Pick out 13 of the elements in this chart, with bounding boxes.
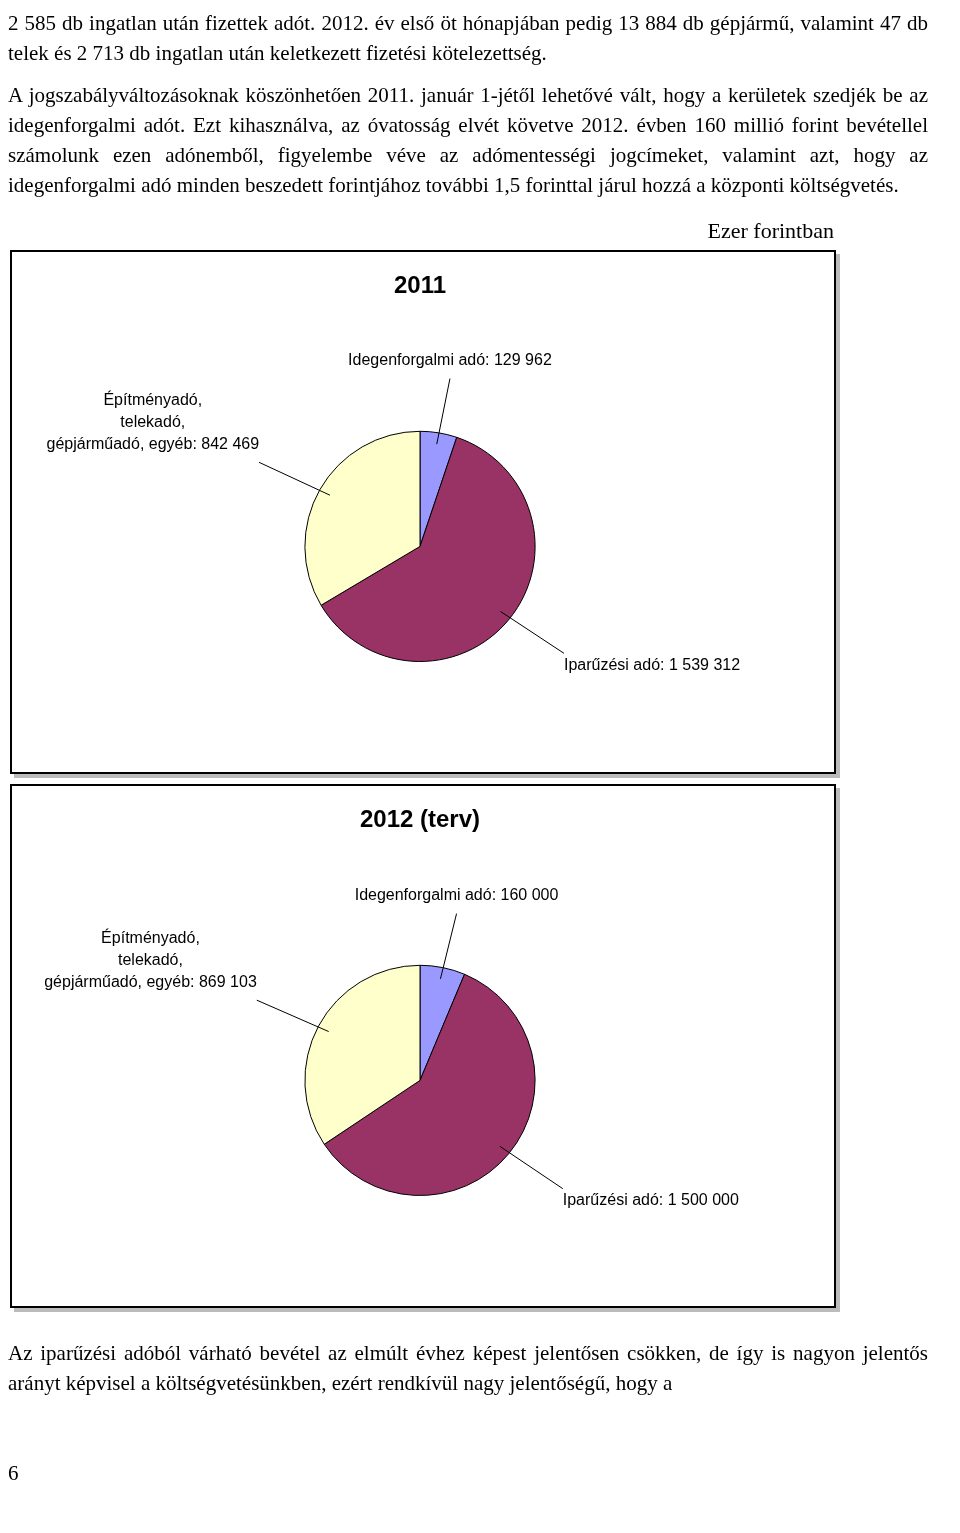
slice-label: Iparűzési adó: 1 539 312 bbox=[563, 655, 741, 673]
chart-title: 2011 bbox=[393, 271, 447, 299]
slice-label: Idegenforgalmi adó: 129 962 bbox=[348, 350, 552, 368]
slice-label: Idegenforgalmi adó: 160 000 bbox=[354, 886, 559, 904]
text: A jogszabályváltozásoknak köszönhetően 2011. január 1-jétől lehetővé vált, hogy a kerületek szedjék be az idegenforgalmi adót. Ezt kihasználva, az óvatosság elvét követve 2012. évben 160 millió forint bevétellel számolunk ezen adónemből, figyelembe véve az adómentességi jogcímeket, valamint azt, hogy az idegenforgalmi adó minden beszedett forintjához további 1,5 forinttal járul hozzá a központi költségvetés. bbox=[8, 82, 928, 199]
chart-subtitle: Ezer forintban bbox=[707, 218, 834, 244]
slice-label: Iparűzési adó: 1 500 000 bbox=[562, 1191, 739, 1209]
slice-label: Építményadó, telekadó, gépjárműadó, egyéb: 869 103 bbox=[44, 927, 257, 990]
text: 2 585 db ingatlan után fizettek adót. 2012. év első öt hónapjában pedig 13 884 db gépjármű, valamint 47 db telek és 2 713 db ingatlan után keletkezett fizetési kötelezettség. bbox=[8, 10, 928, 67]
text: Az iparűzési adóból várható bevétel az elmúlt évhez képest jelentősen csökken, de így is nagyon jelentős arányt képvisel a költségvetésünkben, ezért rendkívül nagy jelentőségű, hogy a bbox=[8, 1340, 928, 1397]
slice-label: Építményadó, telekadó, gépjárműadó, egyéb: 842 469 bbox=[46, 389, 260, 452]
text: 6 bbox=[8, 1460, 20, 1487]
chart-title: 2012 (terv) bbox=[359, 805, 481, 833]
